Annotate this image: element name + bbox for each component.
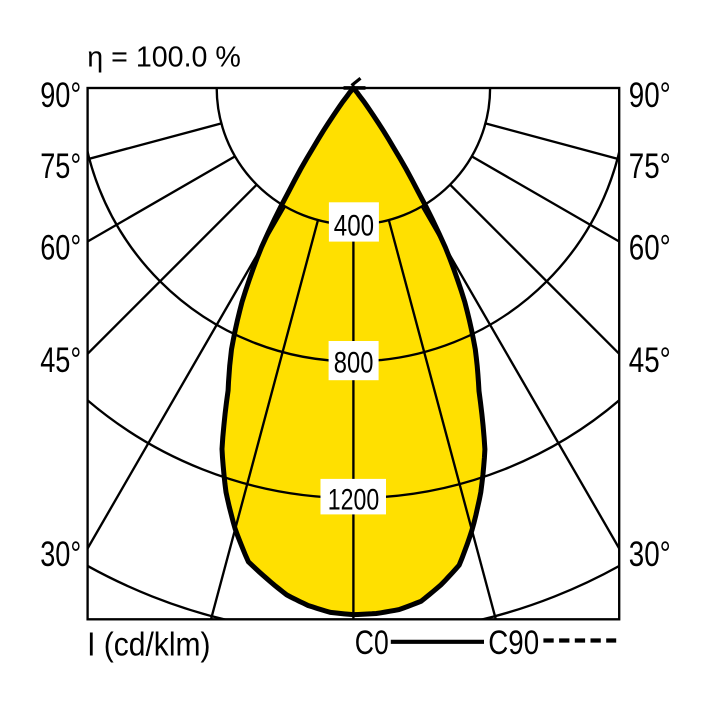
svg-text:75°: 75°: [40, 147, 81, 186]
svg-text:1200: 1200: [328, 483, 379, 516]
svg-text:45°: 45°: [40, 341, 81, 380]
svg-text:I (cd/klm): I (cd/klm): [87, 626, 210, 663]
svg-text:75°: 75°: [629, 147, 671, 186]
svg-text:90°: 90°: [40, 76, 81, 115]
svg-text:30°: 30°: [40, 535, 81, 574]
svg-text:30°: 30°: [629, 535, 671, 574]
svg-text:η = 100.0 %: η = 100.0 %: [87, 42, 241, 74]
svg-text:60°: 60°: [40, 229, 81, 268]
svg-text:C90: C90: [488, 624, 539, 662]
svg-text:800: 800: [334, 347, 374, 380]
svg-text:400: 400: [334, 209, 374, 242]
svg-text:C0: C0: [355, 624, 389, 662]
svg-text:45°: 45°: [629, 341, 671, 380]
svg-text:60°: 60°: [629, 229, 671, 268]
svg-text:90°: 90°: [629, 76, 671, 115]
